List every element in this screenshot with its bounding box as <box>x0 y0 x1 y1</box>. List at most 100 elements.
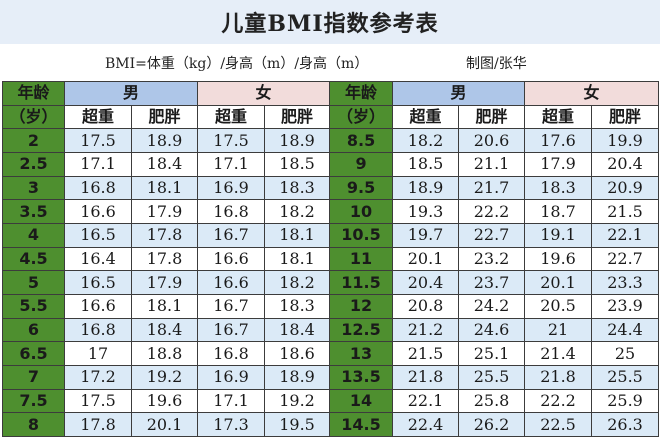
bmi-value-cell: 18.8 <box>130 341 199 366</box>
bmi-value-cell: 18.9 <box>130 128 199 153</box>
age-cell: 14 <box>329 388 394 414</box>
male-header-right: 男 <box>392 81 526 106</box>
age-cell: 11.5 <box>329 270 394 295</box>
bmi-value-cell: 16.7 <box>197 317 266 343</box>
table-row: 2.5 17.1 18.4 17.1 18.5 9 18.5 21.1 17.9 20.4 <box>2 151 660 177</box>
bmi-value-cell: 19.2 <box>264 388 331 414</box>
age-cell: 8.5 <box>329 128 394 153</box>
age-cell: 13.5 <box>329 364 394 390</box>
bmi-value-cell: 16.7 <box>197 293 266 319</box>
bmi-value-cell: 20.1 <box>392 246 460 272</box>
bmi-value-cell: 21.1 <box>458 151 526 177</box>
bmi-value-cell: 16.8 <box>64 175 132 201</box>
bmi-value-cell: 25.5 <box>591 364 660 390</box>
bmi-value-cell: 16.5 <box>64 270 132 295</box>
bmi-value-cell: 18.9 <box>264 364 331 390</box>
header-row-metrics: （岁） 超重 肥胖 超重 肥胖 （岁） 超重 肥胖 超重 肥胖 <box>2 104 660 130</box>
bmi-value-cell: 17.1 <box>197 388 266 414</box>
bmi-value-cell: 17.1 <box>64 151 132 177</box>
bmi-table: 年龄 男 女 年龄 男 女 （岁） 超重 肥胖 超重 肥胖 （岁） 超重 肥胖 … <box>2 81 660 437</box>
table-row: 3 16.8 18.1 16.9 18.3 9.5 18.9 21.7 18.3 20.9 <box>2 175 660 201</box>
table-row: 3.5 16.6 17.9 16.8 18.2 10 19.3 22.2 18.7 21.5 <box>2 199 660 224</box>
bmi-value-cell: 19.1 <box>524 222 593 248</box>
bmi-value-cell: 16.5 <box>64 222 132 248</box>
age-cell: 8 <box>2 412 65 437</box>
bmi-value-cell: 21.5 <box>392 341 460 366</box>
bmi-value-cell: 24.6 <box>458 317 526 343</box>
bmi-value-cell: 16.6 <box>64 293 132 319</box>
age-cell: 4 <box>2 222 65 248</box>
bmi-value-cell: 16.6 <box>64 199 132 224</box>
bmi-value-cell: 16.8 <box>197 341 266 366</box>
table-row: 5.5 16.6 18.1 16.7 18.3 12 20.8 24.2 20.5 23.9 <box>2 293 660 319</box>
bmi-value-cell: 17.6 <box>524 128 593 153</box>
age-header-right: 年龄 <box>329 81 394 106</box>
age-unit-right: （岁） <box>329 104 394 130</box>
bmi-value-cell: 22.1 <box>392 388 460 414</box>
bmi-value-cell: 17.5 <box>197 128 266 153</box>
age-cell: 6 <box>2 317 65 343</box>
bmi-value-cell: 19.2 <box>130 364 199 390</box>
subtitle-bar: BMI=体重（kg）/身高（m）/身高（m） 制图/张华 <box>0 44 660 80</box>
bmi-value-cell: 17.3 <box>197 412 266 437</box>
age-cell: 7 <box>2 364 65 390</box>
bmi-value-cell: 23.7 <box>458 270 526 295</box>
bmi-value-cell: 17.9 <box>524 151 593 177</box>
female-obese-header-left: 肥胖 <box>264 104 331 130</box>
age-header-left: 年龄 <box>2 81 65 106</box>
age-cell: 7.5 <box>2 388 65 414</box>
bmi-value-cell: 22.2 <box>458 199 526 224</box>
age-cell: 6.5 <box>2 341 65 366</box>
bmi-value-cell: 25 <box>591 341 660 366</box>
bmi-value-cell: 18.2 <box>392 128 460 153</box>
bmi-value-cell: 19.9 <box>591 128 660 153</box>
age-cell: 10.5 <box>329 222 394 248</box>
bmi-value-cell: 20.1 <box>130 412 199 437</box>
male-obese-header-left: 肥胖 <box>130 104 199 130</box>
bmi-value-cell: 16.7 <box>197 222 266 248</box>
header-row-groups: 年龄 男 女 年龄 男 女 <box>2 81 660 106</box>
author-credit: 制图/张华 <box>466 56 527 72</box>
age-cell: 5 <box>2 270 65 295</box>
table-row: 4.5 16.4 17.8 16.6 18.1 11 20.1 23.2 19.6 22.7 <box>2 246 660 272</box>
bmi-value-cell: 18.4 <box>264 317 331 343</box>
bmi-value-cell: 21.5 <box>591 199 660 224</box>
bmi-value-cell: 19.6 <box>130 388 199 414</box>
bmi-value-cell: 17.8 <box>130 246 199 272</box>
bmi-value-cell: 16.9 <box>197 175 266 201</box>
male-overweight-header-right: 超重 <box>392 104 460 130</box>
table-row: 7 17.2 19.2 16.9 18.9 13.5 21.8 25.5 21.8 25.5 <box>2 364 660 390</box>
bmi-value-cell: 18.4 <box>130 151 199 177</box>
bmi-value-cell: 17 <box>64 341 132 366</box>
bmi-value-cell: 18.1 <box>130 175 199 201</box>
age-cell: 3.5 <box>2 199 65 224</box>
female-header-right: 女 <box>524 81 660 106</box>
bmi-value-cell: 16.9 <box>197 364 266 390</box>
table-row: 7.5 17.5 19.6 17.1 19.2 14 22.1 25.8 22.2 25.9 <box>2 388 660 414</box>
bmi-value-cell: 20.9 <box>591 175 660 201</box>
bmi-value-cell: 22.5 <box>524 412 593 437</box>
bmi-value-cell: 18.9 <box>264 128 331 153</box>
bmi-value-cell: 21.7 <box>458 175 526 201</box>
bmi-value-cell: 17.9 <box>130 199 199 224</box>
bmi-value-cell: 25.1 <box>458 341 526 366</box>
bmi-value-cell: 25.5 <box>458 364 526 390</box>
bmi-value-cell: 18.7 <box>524 199 593 224</box>
bmi-value-cell: 22.4 <box>392 412 460 437</box>
bmi-value-cell: 24.2 <box>458 293 526 319</box>
bmi-value-cell: 20.1 <box>524 270 593 295</box>
bmi-value-cell: 18.6 <box>264 341 331 366</box>
bmi-value-cell: 26.2 <box>458 412 526 437</box>
bmi-value-cell: 18.4 <box>130 317 199 343</box>
bmi-value-cell: 21 <box>524 317 593 343</box>
bmi-value-cell: 18.2 <box>264 270 331 295</box>
bmi-value-cell: 20.4 <box>392 270 460 295</box>
bmi-value-cell: 22.7 <box>458 222 526 248</box>
bmi-value-cell: 21.8 <box>392 364 460 390</box>
bmi-value-cell: 17.8 <box>130 222 199 248</box>
bmi-value-cell: 25.8 <box>458 388 526 414</box>
table-row: 4 16.5 17.8 16.7 18.1 10.5 19.7 22.7 19.1 22.1 <box>2 222 660 248</box>
bmi-value-cell: 16.6 <box>197 270 266 295</box>
male-header-left: 男 <box>63 81 199 106</box>
male-obese-header-right: 肥胖 <box>458 104 526 130</box>
